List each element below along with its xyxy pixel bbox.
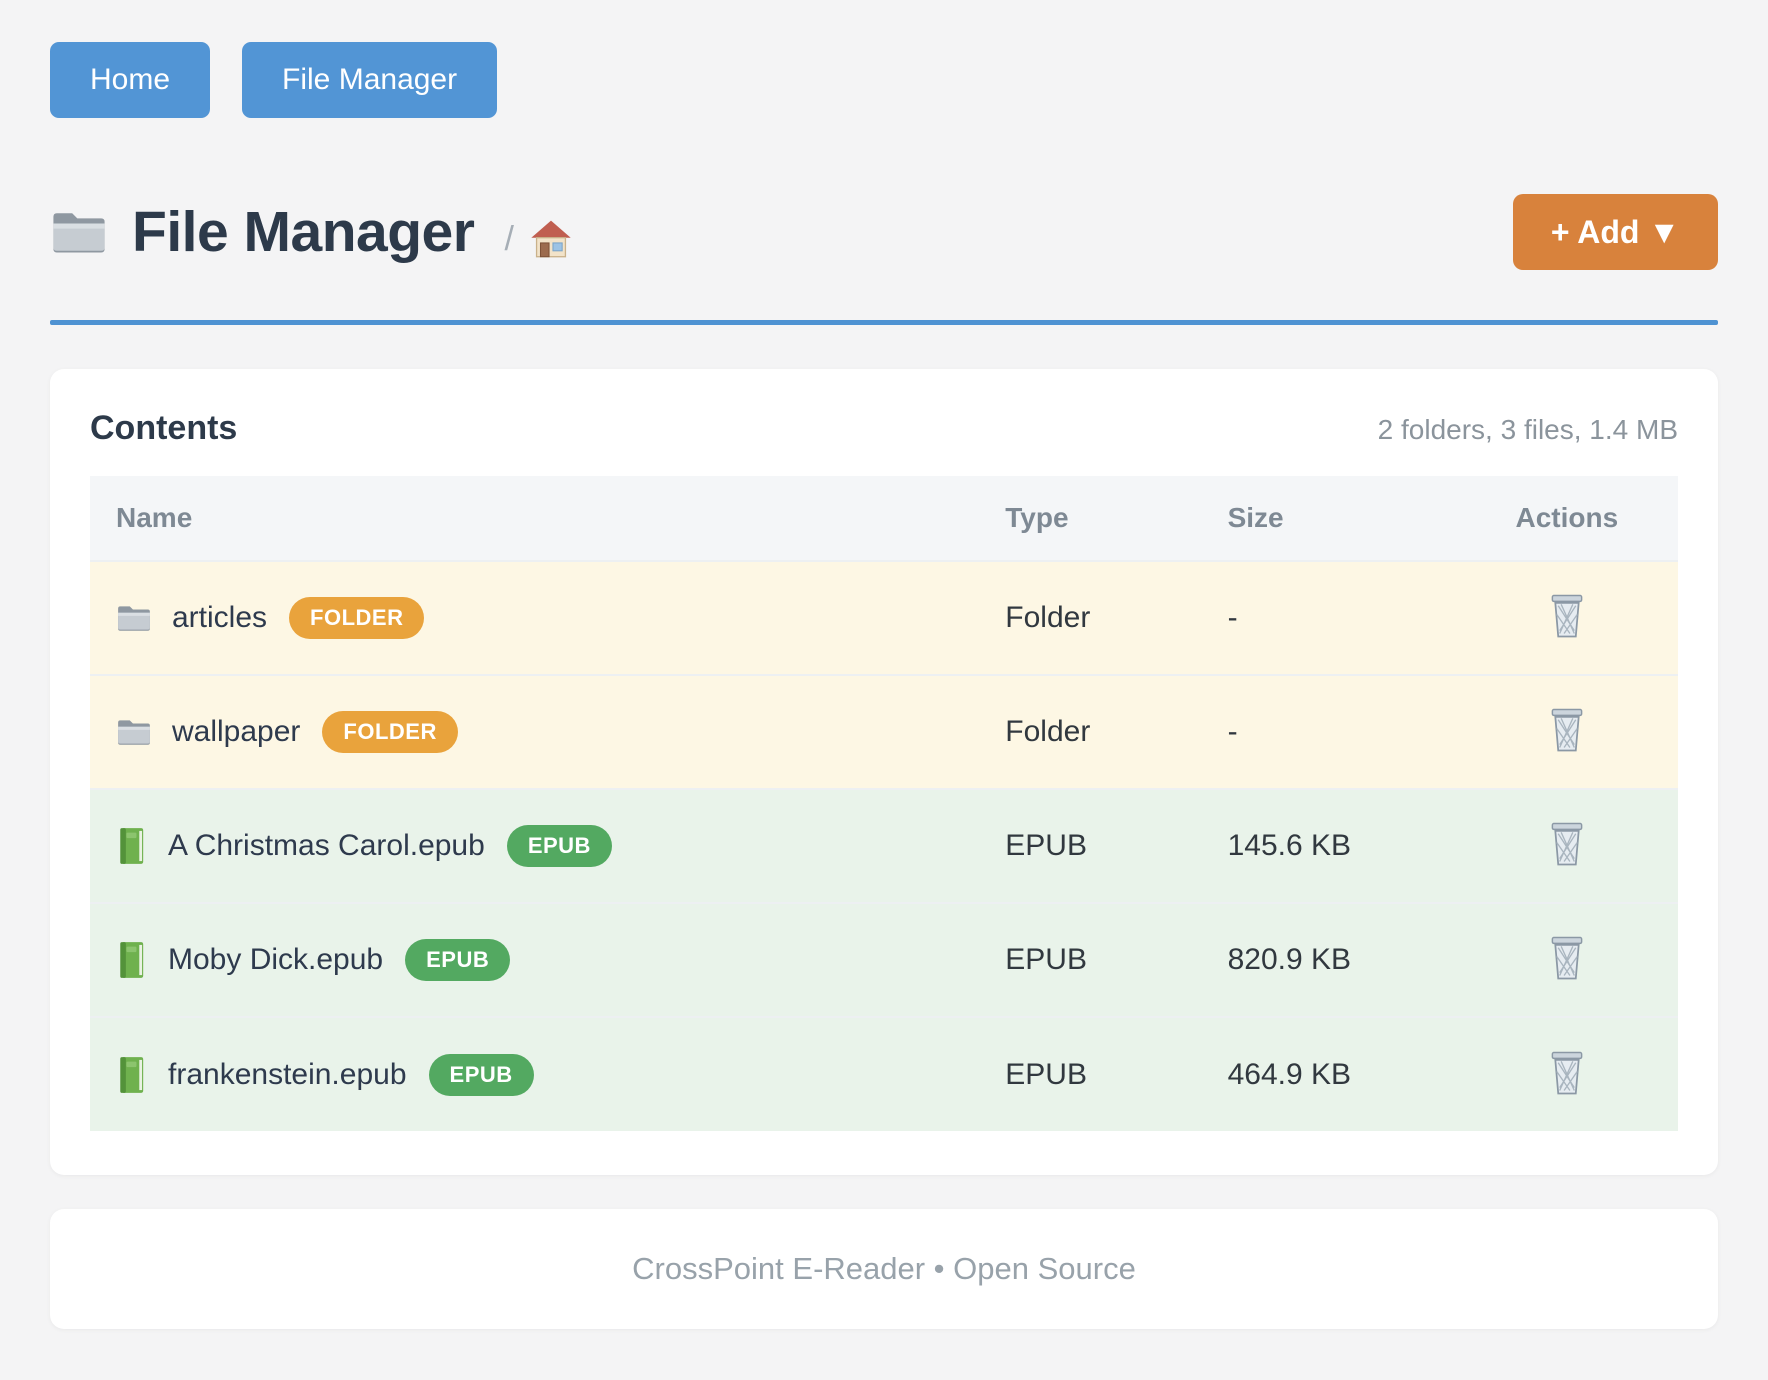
contents-card: Contents 2 folders, 3 files, 1.4 MB Name…: [50, 369, 1718, 1175]
folder-icon: [50, 208, 108, 256]
file-size: 820.9 KB: [1201, 902, 1456, 1017]
table-header-row: Name Type Size Actions: [90, 476, 1678, 561]
delete-button[interactable]: [1544, 932, 1590, 987]
nav-button-home[interactable]: Home: [50, 42, 211, 118]
file-type: EPUB: [979, 1016, 1202, 1131]
file-name[interactable]: articles: [172, 601, 268, 634]
file-size: -: [1201, 560, 1456, 675]
footer-text: CrossPoint E-Reader • Open Source: [632, 1251, 1136, 1286]
home-icon[interactable]: [530, 219, 572, 259]
trash-icon: [1548, 708, 1586, 755]
file-size: -: [1201, 674, 1456, 789]
delete-button[interactable]: [1544, 818, 1590, 873]
table-row: articles FOLDER Folder -: [90, 560, 1678, 675]
page: Home File Manager File Manager /: [50, 0, 1718, 1329]
file-type: EPUB: [979, 788, 1202, 903]
top-nav: Home File Manager: [50, 0, 1718, 118]
table-row: A Christmas Carol.epub EPUB EPUB 145.6 K…: [90, 788, 1678, 903]
book-icon: [116, 1056, 148, 1094]
file-name[interactable]: Moby Dick.epub: [168, 943, 384, 976]
file-type: Folder: [979, 674, 1202, 789]
card-title: Contents: [90, 409, 238, 447]
trash-icon: [1548, 1051, 1586, 1098]
folder-icon: [116, 717, 152, 747]
table-row: Moby Dick.epub EPUB EPUB 820.9 KB: [90, 902, 1678, 1017]
book-icon: [116, 941, 148, 979]
trash-icon: [1548, 936, 1586, 983]
file-type: Folder: [979, 560, 1202, 675]
column-header-type: Type: [979, 476, 1202, 561]
delete-button[interactable]: [1544, 1047, 1590, 1102]
table-row: wallpaper FOLDER Folder -: [90, 674, 1678, 789]
epub-badge: EPUB: [428, 1053, 534, 1096]
page-header: File Manager / + Add ▼: [50, 194, 1718, 270]
file-size: 464.9 KB: [1201, 1016, 1456, 1131]
column-header-name: Name: [90, 476, 980, 561]
footer: CrossPoint E-Reader • Open Source: [50, 1209, 1718, 1329]
card-header: Contents 2 folders, 3 files, 1.4 MB: [90, 409, 1678, 448]
folder-badge: FOLDER: [289, 597, 425, 639]
folder-badge: FOLDER: [322, 711, 458, 753]
contents-summary: 2 folders, 3 files, 1.4 MB: [1377, 414, 1678, 445]
file-name[interactable]: A Christmas Carol.epub: [168, 829, 485, 862]
column-header-actions: Actions: [1455, 476, 1678, 561]
breadcrumb-separator: /: [504, 219, 514, 258]
nav-button-file-manager[interactable]: File Manager: [242, 42, 498, 118]
file-size: 145.6 KB: [1201, 788, 1456, 903]
trash-icon: [1548, 822, 1586, 869]
trash-icon: [1548, 594, 1586, 641]
book-icon: [116, 827, 148, 865]
file-name[interactable]: wallpaper: [172, 715, 301, 748]
add-button[interactable]: + Add ▼: [1512, 194, 1718, 270]
breadcrumb: /: [504, 205, 571, 259]
folder-icon: [116, 603, 152, 633]
column-header-size: Size: [1201, 476, 1456, 561]
file-table: Name Type Size Actions: [90, 476, 1678, 1131]
delete-button[interactable]: [1544, 590, 1590, 645]
epub-badge: EPUB: [506, 825, 612, 867]
title-group: File Manager /: [50, 199, 572, 265]
file-name[interactable]: frankenstein.epub: [168, 1057, 407, 1091]
delete-button[interactable]: [1544, 704, 1590, 759]
table-row: frankenstein.epub EPUB EPUB 464.9 KB: [90, 1016, 1678, 1131]
epub-badge: EPUB: [405, 939, 511, 981]
header-divider: [50, 320, 1718, 325]
file-type: EPUB: [979, 902, 1202, 1017]
page-title: File Manager: [132, 200, 475, 264]
